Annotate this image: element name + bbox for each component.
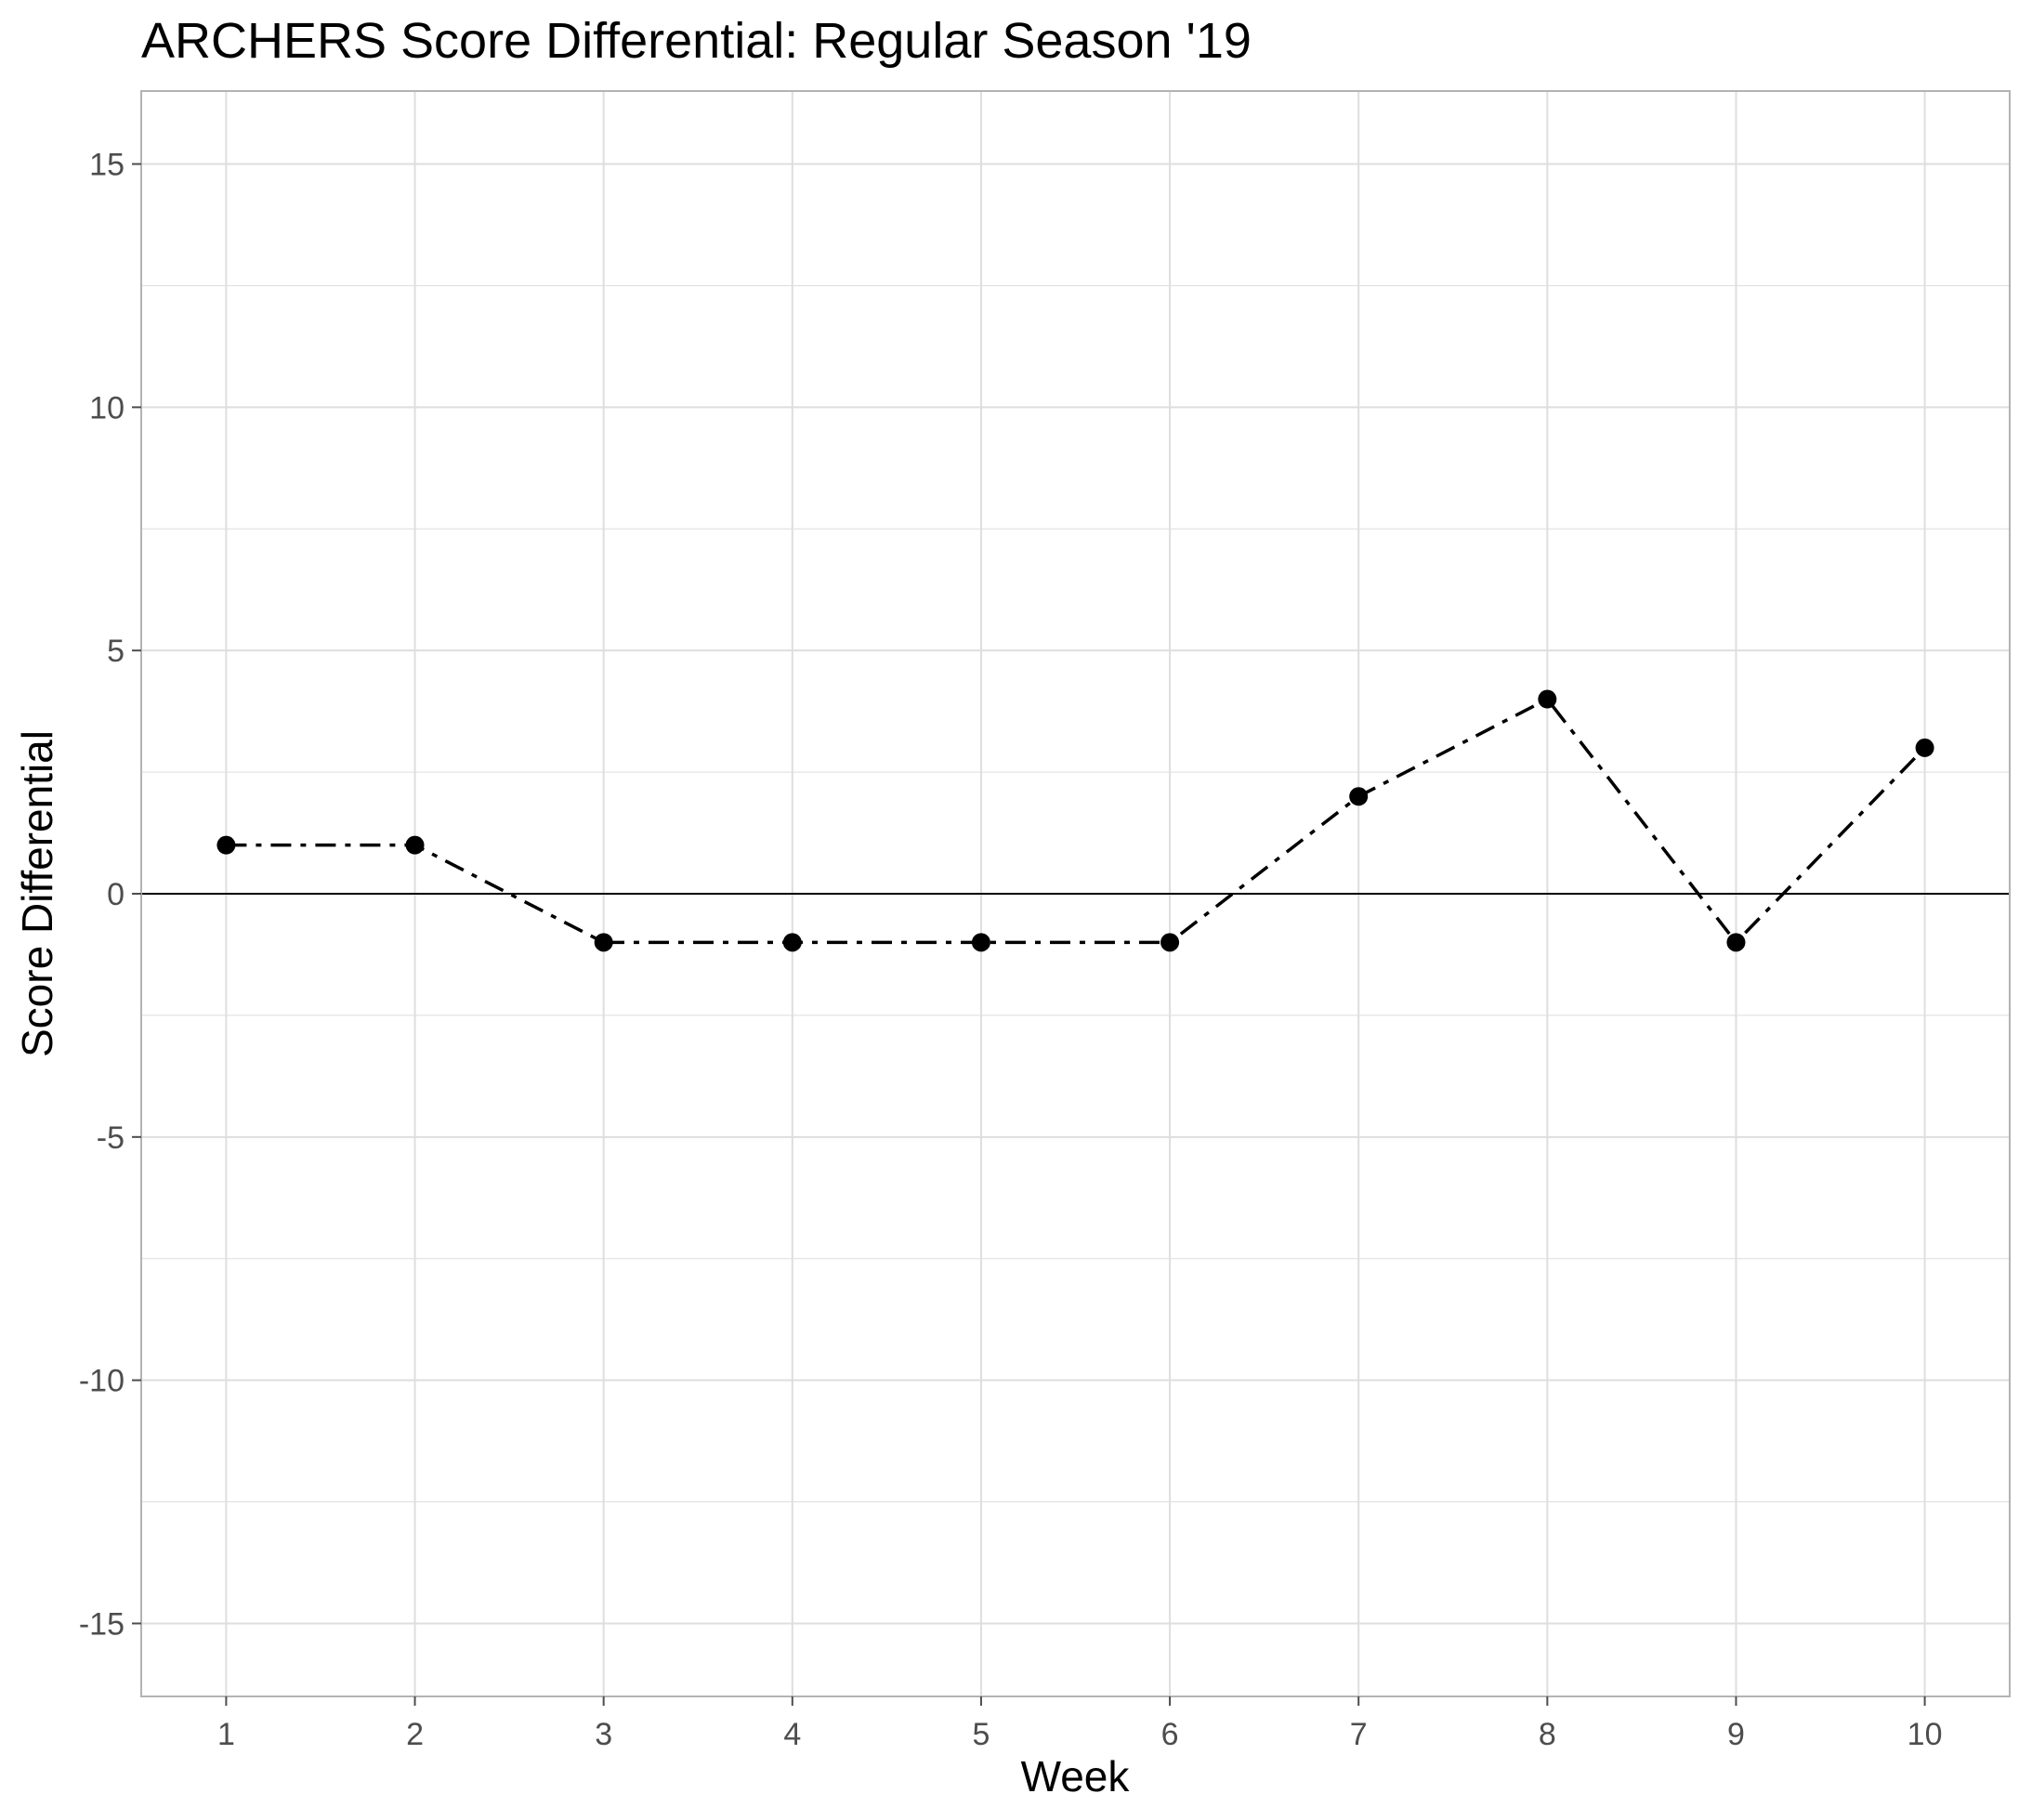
data-point (405, 835, 425, 855)
series-layer (216, 689, 1934, 952)
x-tick-label: 3 (595, 1717, 612, 1752)
x-tick-label: 1 (217, 1717, 235, 1752)
y-tick-labels: 15 10 5 0 -5 -10 -15 (79, 148, 141, 1642)
data-point (1349, 787, 1369, 806)
x-tick-label: 9 (1727, 1717, 1745, 1752)
y-tick-label: -10 (79, 1364, 125, 1399)
x-tick-label: 8 (1539, 1717, 1556, 1752)
y-tick-label: -15 (79, 1606, 125, 1642)
data-point (782, 933, 802, 952)
x-tick-label: 2 (406, 1717, 424, 1752)
data-point (1915, 738, 1934, 757)
y-tick-label: 5 (107, 634, 125, 669)
x-tick-label: 7 (1350, 1717, 1368, 1752)
y-tick-label: 0 (107, 877, 125, 912)
data-point (971, 933, 990, 952)
y-tick-label: -5 (97, 1120, 125, 1156)
x-tick-label: 4 (783, 1717, 801, 1752)
x-tick-label: 5 (972, 1717, 990, 1752)
y-tick-label: 15 (89, 148, 125, 183)
y-tick-label: 10 (89, 390, 125, 426)
x-axis-title: Week (1021, 1752, 1131, 1800)
data-point (216, 835, 236, 855)
chart-title: ARCHERS Score Differential: Regular Seas… (141, 13, 1252, 69)
x-tick-labels: 1 2 3 4 5 6 7 8 9 10 (217, 1696, 1943, 1752)
y-axis-title: Score Differential (13, 730, 61, 1057)
data-point (1538, 689, 1557, 709)
data-point (594, 933, 613, 952)
data-point (1726, 933, 1746, 952)
x-tick-label: 6 (1161, 1717, 1179, 1752)
x-tick-label: 10 (1907, 1717, 1943, 1752)
series-line (226, 697, 1926, 945)
data-point (1160, 933, 1180, 952)
